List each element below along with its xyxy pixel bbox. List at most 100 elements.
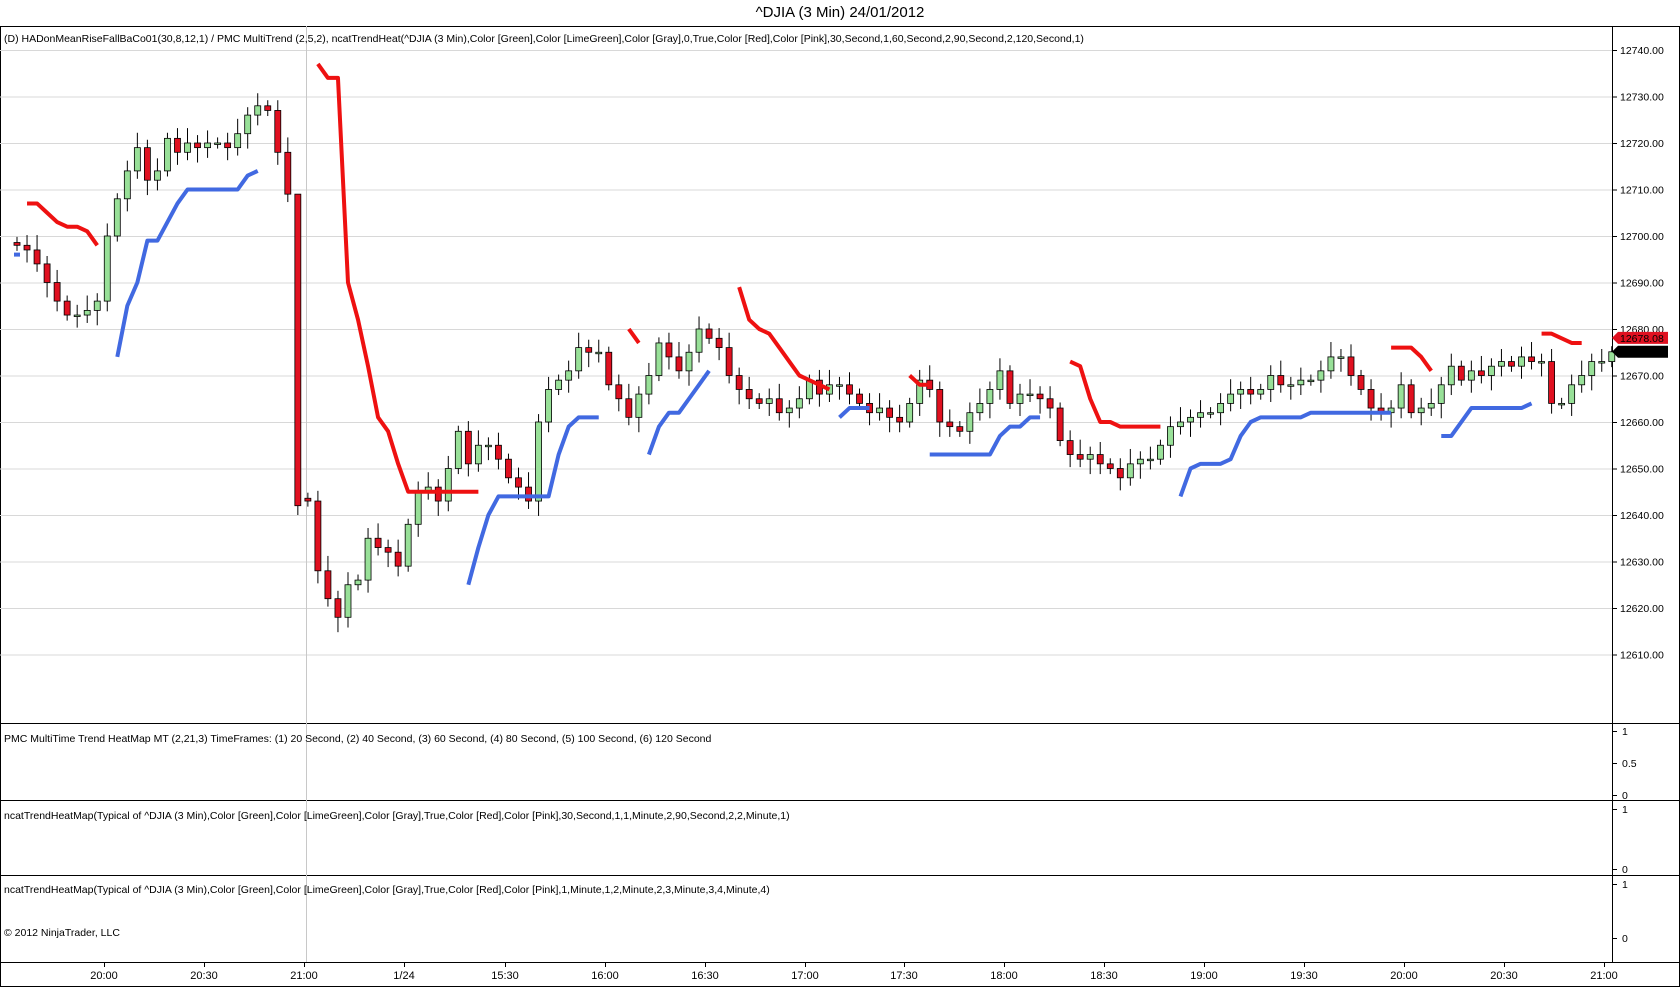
bull-candle	[1417, 407, 1425, 414]
bear-candle	[675, 356, 683, 372]
bull-candle	[1518, 356, 1525, 367]
bear-candle	[464, 430, 472, 465]
x-tick-label: 20:00	[1390, 970, 1418, 982]
bull-candle	[1327, 356, 1335, 372]
bull-candle	[204, 142, 211, 149]
bear-candle	[1247, 389, 1255, 395]
bear-candle	[1548, 361, 1555, 404]
bear-candle	[755, 398, 763, 404]
sub-axis-tick-label: 0	[1622, 790, 1628, 802]
x-tick-label: 19:00	[1190, 970, 1218, 982]
bear-candle	[304, 497, 312, 502]
bear-candle	[374, 537, 382, 548]
bear-candle	[324, 570, 332, 600]
y-tick-label: 12650.00	[1620, 464, 1664, 476]
bull-candle	[595, 351, 603, 355]
bull-candle	[685, 351, 693, 372]
x-tick-label: 18:30	[1090, 970, 1118, 982]
x-tick-label: 17:30	[890, 970, 918, 982]
bear-candle	[665, 342, 673, 358]
bull-candle	[996, 370, 1004, 390]
bear-candle	[384, 547, 392, 553]
bull-candle	[1598, 361, 1606, 364]
x-tick-label: 17:00	[791, 970, 819, 982]
bull-candle	[986, 389, 994, 404]
bull-candle	[1498, 361, 1505, 367]
y-tick-label: 12630.00	[1620, 557, 1664, 569]
price-gridlines	[0, 50, 1612, 656]
bull-candle	[785, 407, 793, 414]
bear-candle	[1036, 393, 1044, 400]
bull-candle	[474, 444, 482, 465]
bull-candle	[414, 491, 422, 525]
sub-panel-axis: 1 0.5 0 1 0 1 0	[1612, 726, 1637, 945]
bear-candle	[745, 389, 753, 400]
chart-frame[interactable]: 12740.00 12730.00 12720.00 12710.00 12700.00…	[0, 26, 1680, 987]
bear-candle	[725, 347, 733, 376]
bull-candle	[344, 584, 352, 618]
bear-candle	[53, 282, 61, 302]
bear-candle	[625, 398, 633, 418]
upper-trend-line	[1541, 331, 1582, 345]
lower-trend-line	[929, 415, 1041, 457]
bull-candle	[83, 309, 91, 316]
bull-candle	[244, 114, 252, 135]
bull-candle	[214, 142, 222, 145]
x-tick-label: 20:00	[90, 970, 118, 982]
bull-candle	[1086, 454, 1094, 460]
bear-candle	[896, 416, 904, 423]
bull-candle	[154, 170, 161, 181]
bull-candle	[1427, 402, 1435, 409]
sub-axis-tick-label: 0.5	[1622, 758, 1637, 770]
bull-candle	[1307, 379, 1315, 383]
x-tick-label: 21:00	[290, 970, 318, 982]
bull-candle	[565, 370, 573, 381]
bull-candle	[1016, 393, 1024, 404]
y-tick-label: 12690.00	[1620, 278, 1664, 290]
bear-candle	[1116, 468, 1124, 479]
bear-candle	[775, 398, 783, 414]
bear-candle	[63, 300, 71, 316]
bull-candle	[655, 342, 663, 376]
y-tick-label: 12660.00	[1620, 417, 1664, 429]
bull-candle	[254, 105, 262, 116]
bull-candle	[1287, 384, 1295, 387]
bull-candle	[976, 402, 984, 414]
bull-candle	[1608, 351, 1616, 362]
bull-candle	[93, 300, 101, 311]
lower-trend-line	[115, 169, 259, 358]
bear-candle	[43, 263, 51, 283]
bull-candle	[555, 379, 563, 390]
bear-candle	[1066, 440, 1074, 455]
bull-candle	[1257, 389, 1265, 395]
sub-axis-tick-label: 1	[1622, 726, 1628, 738]
heatmap-panel-title: ncatTrendHeatMap(Typical of ^DJIA (3 Min…	[4, 810, 790, 822]
upper-trend-line	[27, 201, 99, 247]
chart-border	[0, 26, 1680, 987]
bear-candle	[1006, 370, 1014, 404]
bear-candle	[434, 486, 442, 502]
bear-candle	[495, 444, 502, 460]
upper-trend-line	[1069, 359, 1161, 429]
bear-candle	[605, 351, 613, 386]
bear-candle	[314, 500, 322, 572]
bear-candle	[1457, 365, 1465, 381]
upper-trend-line	[908, 374, 930, 387]
x-tick-label: 16:00	[591, 970, 619, 982]
bear-candle	[1096, 454, 1104, 465]
x-tick-label: 19:30	[1290, 970, 1318, 982]
upper-trend-line	[627, 327, 641, 345]
bull-candle	[1558, 402, 1566, 406]
bear-candle	[143, 147, 151, 181]
bull-candle	[836, 384, 843, 387]
price-marker-label: 12675.10	[1620, 347, 1664, 359]
bear-candle	[1528, 356, 1535, 362]
lower-trend-line	[838, 406, 870, 419]
bear-candle	[23, 244, 31, 251]
lower-trend-line	[1178, 410, 1392, 498]
bull-candle	[404, 523, 412, 567]
bull-candle	[1217, 402, 1224, 414]
bull-candle	[1467, 370, 1475, 381]
bear-candle	[284, 151, 292, 195]
bear-candle	[936, 389, 944, 423]
